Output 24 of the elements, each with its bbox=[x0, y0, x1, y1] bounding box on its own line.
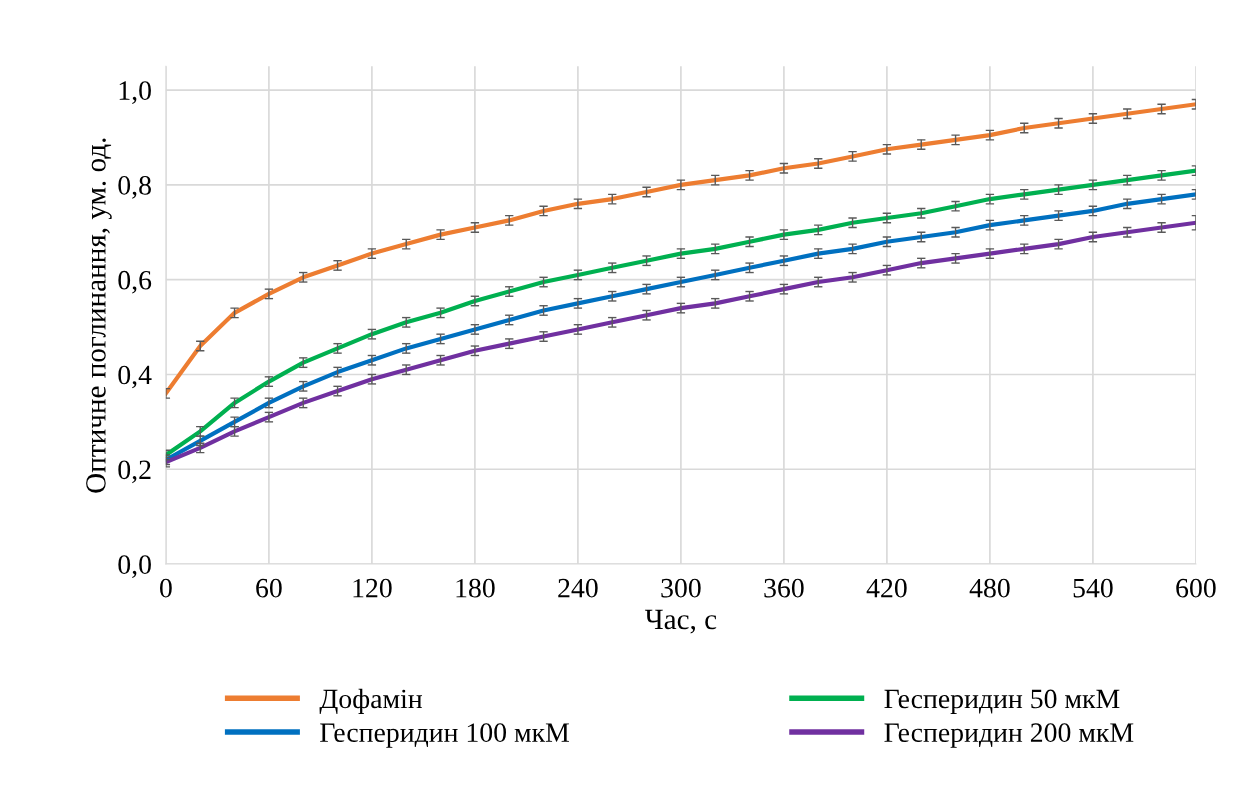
x-tick-label: 300 bbox=[661, 578, 701, 598]
x-tick-label: 180 bbox=[456, 578, 495, 598]
x-tick-label: 600 bbox=[1176, 578, 1216, 598]
x-tick-label: 120 bbox=[353, 578, 392, 598]
legend-label: Дофамін bbox=[319, 688, 423, 714]
x-tick-label: 0 bbox=[160, 578, 172, 598]
x-tick-label: 480 bbox=[969, 578, 1010, 598]
x-tick-label: 360 bbox=[764, 578, 804, 598]
x-axis-title: Час, с bbox=[645, 609, 717, 634]
y-tick-label: 0,8 bbox=[118, 176, 151, 199]
x-tick-label: 240 bbox=[558, 578, 598, 598]
x-tick-label: 540 bbox=[1073, 578, 1113, 598]
y-tick-label: 0,0 bbox=[118, 555, 151, 578]
y-tick-label: 1,0 bbox=[119, 81, 151, 104]
x-tick-label: 60 bbox=[256, 578, 282, 598]
y-axis-title: Оптичне поглинання, ум. од. bbox=[86, 138, 112, 493]
line-series bbox=[165, 102, 1196, 396]
y-tick-label: 0,6 bbox=[118, 270, 152, 294]
y-tick-label: 0,2 bbox=[118, 460, 151, 484]
x-tick-label: 420 bbox=[866, 578, 907, 598]
y-tick-label: 0,4 bbox=[118, 365, 152, 389]
legend-label: Гесперидин 100 мкМ bbox=[320, 723, 569, 748]
legend-label: Гесперидин 200 мкМ bbox=[884, 723, 1134, 748]
legend-label: Гесперидин 50 мкМ bbox=[884, 689, 1120, 714]
